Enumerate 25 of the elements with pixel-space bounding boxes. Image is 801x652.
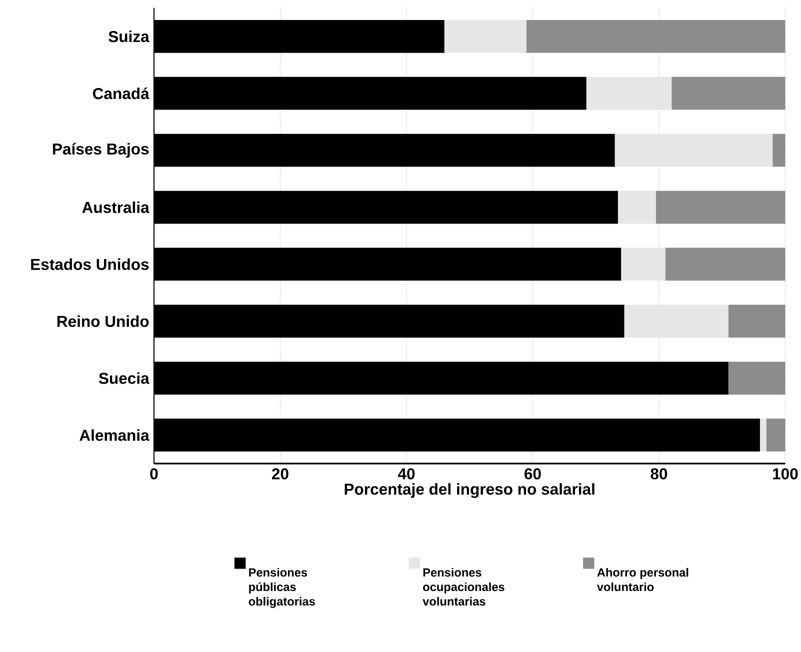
y-tick-label: Reino Unido — [57, 315, 149, 327]
x-tick-label: 80 — [650, 468, 668, 480]
bar — [621, 248, 666, 281]
y-tick-label: Países Bajos — [53, 142, 149, 158]
legend-label: Ahorro personal voluntario — [596, 568, 688, 592]
y-tick-label: Suiza — [108, 30, 150, 42]
legend-label: Pensiones ocupacionales voluntarias — [422, 568, 504, 606]
bar — [624, 304, 728, 338]
bar — [760, 418, 766, 452]
bar — [618, 190, 656, 224]
bar — [444, 20, 526, 53]
x-tick-label: 20 — [272, 468, 288, 480]
x-axis-title: Porcentaje del ingreso no salarial — [344, 483, 594, 498]
legend-label: Pensiones públicas obligatorias — [248, 568, 315, 608]
y-tick-label: Alemania — [80, 429, 150, 441]
x-tick-label: 0 — [150, 468, 158, 480]
x-tick-label: 60 — [524, 468, 541, 480]
x-tick-label: 40 — [398, 468, 415, 480]
y-tick-label: Suecia — [98, 372, 150, 384]
y-tick-label: Australia — [82, 201, 150, 214]
bar — [614, 134, 773, 167]
y-tick-label: Estados Unidos — [31, 258, 149, 270]
bar — [586, 76, 672, 110]
x-tick-label: 100 — [773, 468, 798, 480]
y-tick-label: Canadá — [92, 87, 150, 100]
